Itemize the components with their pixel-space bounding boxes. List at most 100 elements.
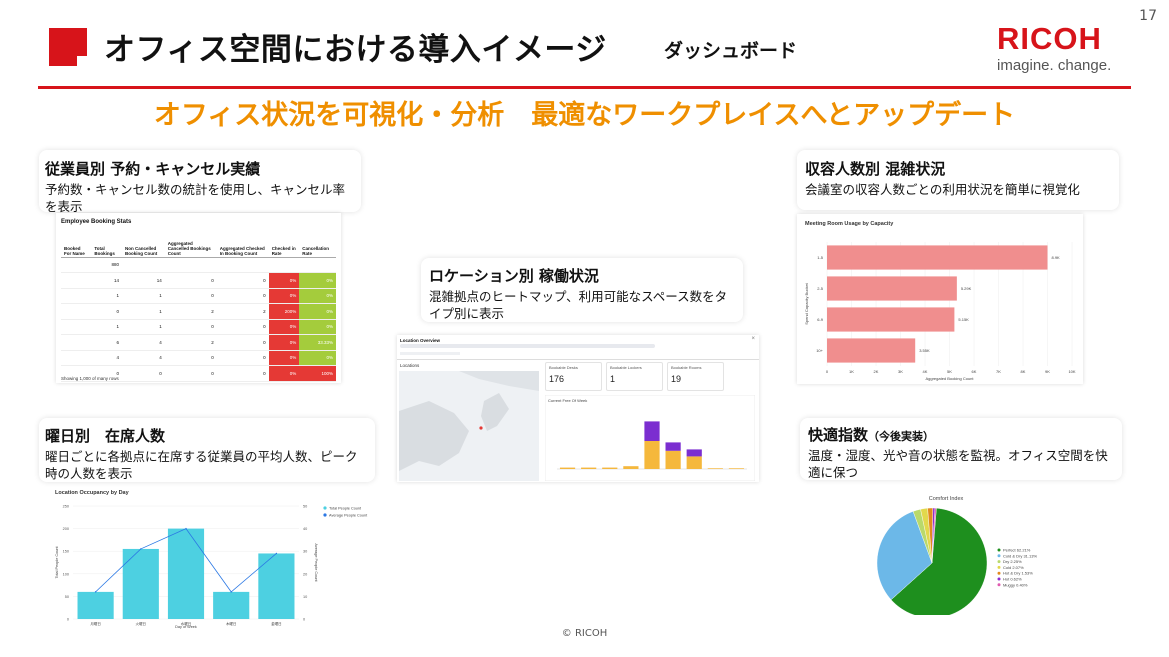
y2-tick-label: 0 (303, 618, 305, 622)
bar (213, 591, 250, 619)
card-weekday: 曜日別 在席人数 曜日ごとに各拠点に在席する従業員の平均人数、ピーク時の人数を表… (39, 418, 375, 482)
table-cell (216, 257, 269, 273)
table-header[interactable]: Booked For Name (61, 231, 92, 258)
comfort-pie-chart: Comfort Index Perfect 62.21%Cold & Dry 31… (876, 496, 1037, 619)
x-tick-label: 1K (849, 369, 854, 374)
bar (167, 528, 205, 619)
x-tick-label: 7K (996, 369, 1001, 374)
x-tick-label: 4K (923, 369, 928, 374)
stack-bar-bottom (665, 450, 681, 469)
table-cell: 100% (299, 365, 336, 382)
x-tick-label: 0 (826, 369, 829, 374)
table-cell (122, 257, 165, 273)
table-cell: 1 (122, 288, 165, 304)
table-header[interactable]: Aggregated Checked In Booking Count (216, 231, 269, 258)
card-title: 従業員別 予約・キャンセル実績 (45, 160, 261, 178)
table-row[interactable]: 0 1 2 2 200% 0% (61, 303, 336, 320)
title-marker-notch (77, 56, 91, 70)
stack-bar-bottom (581, 467, 597, 469)
location-map[interactable] (399, 371, 539, 481)
table-cell: 0% (299, 288, 336, 304)
table-row[interactable]: 1 1 0 0 0% 0% (61, 288, 336, 304)
chart-title: Location Occupancy by Day (55, 490, 130, 496)
stack-bar-top (644, 421, 660, 441)
table-cell: 0% (268, 350, 300, 366)
sidebar-label: Locations (400, 363, 420, 368)
close-icon[interactable]: × (751, 336, 755, 342)
table-cell: 1 (91, 319, 123, 335)
stack-bar-bottom (623, 466, 639, 469)
table-cell: 33.33% (299, 334, 336, 351)
table-cell: 0% (268, 365, 300, 382)
y-tick-label: 10+ (816, 348, 823, 353)
comfort-index-chart: Comfort Index Perfect 62.21% Cold & Dry 31… (860, 490, 1060, 619)
table-header[interactable]: Aggregated Cancelled Bookings Count (164, 231, 217, 258)
tab-bar[interactable] (400, 352, 460, 355)
table-row[interactable]: 6 4 2 0 0% 33.33% (61, 334, 336, 351)
card-description: 予約数・キャンセル数の統計を使用し、キャンセル率を表示 (45, 182, 346, 214)
location-overview: Location Overview × Locations Bookable D… (397, 335, 759, 482)
meeting-room-chart: Meeting Room Usage by Capacity 0 1K 2K 3K 4K 5… (797, 214, 1083, 384)
chart-title: Current Free Of Week (548, 398, 587, 403)
table-row[interactable]: 4 4 0 0 0% 0% (61, 350, 336, 366)
occupancy-combo-chart: Location Occupancy by Day050100150200250… (55, 490, 368, 629)
table-header[interactable]: Cancellation Rate (299, 231, 336, 258)
table-cell (61, 272, 92, 289)
table-cell: 0 (91, 303, 123, 320)
table-cell: 1 (91, 288, 123, 304)
logo-tagline: imagine. change. (997, 57, 1112, 74)
legend-marker (323, 506, 327, 510)
bar (77, 591, 114, 619)
table-cell (61, 334, 92, 351)
stack-bar-top (665, 442, 681, 451)
table-cell: 0 (216, 334, 269, 351)
table-header[interactable]: Total Bookings (91, 231, 123, 258)
data-label: 5.15K (958, 317, 969, 322)
stacked-bar-chart: Current Free Of Week (545, 395, 755, 481)
table-row[interactable]: 1 1 0 0 0% 0% (61, 319, 336, 335)
table-row[interactable]: 880 (61, 257, 336, 273)
table-cell: 2 (164, 303, 217, 320)
table-row[interactable]: 14 14 0 0 0% 0% (61, 272, 336, 289)
booking-table: Booked For Name Total Bookings Non Cance… (61, 231, 336, 382)
table-cell: 0 (216, 288, 269, 304)
table-cell: 2 (164, 334, 217, 351)
table-title: Employee Booking Stats (61, 219, 132, 225)
legend-label: Total People Count (329, 507, 362, 511)
kpi-label: Bookable Desks (549, 365, 578, 370)
y-tick-label: 1-5 (817, 255, 824, 260)
chart-title: Comfort Index (929, 496, 964, 502)
card-title-text: 快適指数 (808, 426, 869, 444)
occupancy-chart: Location Occupancy by Day 0 50 100 150 200 250… (49, 486, 379, 631)
stack-bar-bottom (644, 441, 660, 469)
booking-stats-table: Employee Booking Stats Booked For Name T… (56, 213, 341, 383)
slide-title: オフィス空間における導入イメージ (104, 32, 607, 68)
y2-axis-label: Average People Count (314, 543, 318, 582)
table-row[interactable]: 0 0 0 0 0% 100% (61, 365, 336, 382)
table-cell: 0 (216, 350, 269, 366)
legend-label: Dry 2.25% (1003, 559, 1022, 564)
card-title: 収容人数別 混雑状況 (805, 160, 946, 178)
capacity-bar-chart: Meeting Room Usage by Capacity 0 1K 2K 3K 4K 5… (804, 221, 1076, 381)
filter-bar[interactable] (400, 344, 655, 348)
x-axis-label: Day of Week (175, 625, 197, 629)
x-axis-label: Aggregated Booking Count (925, 376, 974, 381)
card-capacity: 収容人数別 混雑状況 会議室の収容人数ごとの利用状況を簡単に視覚化 (797, 150, 1119, 210)
line-point (275, 552, 278, 555)
y-tick-label: 6-9 (817, 317, 824, 322)
table-cell: 4 (122, 334, 165, 351)
chart-title: Meeting Room Usage by Capacity (805, 221, 894, 227)
card-title: 曜日別 在席人数 (45, 427, 166, 445)
pie-slice (876, 511, 933, 601)
legend-marker (997, 577, 1001, 581)
bar (827, 307, 955, 332)
table-header[interactable]: Checked in Rate (268, 231, 300, 258)
x-tick-label: 月曜日 (90, 621, 101, 626)
table-cell (61, 350, 92, 366)
y-tick-label: 150 (63, 550, 69, 554)
table-header[interactable]: Non Cancelled Booking Count (122, 231, 165, 258)
legend-marker (997, 554, 1001, 558)
card-booking: 従業員別 予約・キャンセル実績 予約数・キャンセル数の統計を使用し、キャンセル率… (39, 150, 361, 214)
table-cell: 0% (299, 303, 336, 320)
card-description: 温度・湿度、光や音の状態を監視。オフィス空間を快適に保つ (808, 448, 1108, 480)
